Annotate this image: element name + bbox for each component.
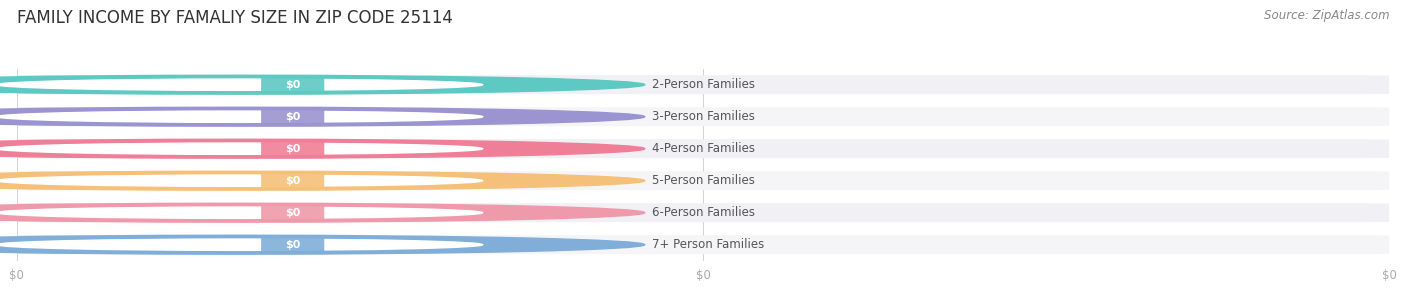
FancyBboxPatch shape: [17, 171, 1389, 190]
Circle shape: [0, 143, 482, 154]
Circle shape: [0, 111, 482, 122]
FancyBboxPatch shape: [262, 139, 325, 158]
Text: $0: $0: [285, 144, 301, 154]
Text: $0: $0: [285, 176, 301, 186]
FancyBboxPatch shape: [17, 139, 1389, 158]
Circle shape: [0, 239, 482, 250]
Text: 3-Person Families: 3-Person Families: [651, 110, 755, 123]
Circle shape: [0, 75, 645, 94]
Text: 6-Person Families: 6-Person Families: [651, 206, 755, 219]
Text: 7+ Person Families: 7+ Person Families: [651, 238, 763, 251]
Text: 5-Person Families: 5-Person Families: [651, 174, 755, 187]
Circle shape: [0, 207, 482, 218]
Text: $0: $0: [285, 80, 301, 90]
Circle shape: [0, 171, 645, 190]
Text: Source: ZipAtlas.com: Source: ZipAtlas.com: [1264, 9, 1389, 22]
FancyBboxPatch shape: [17, 139, 316, 158]
Circle shape: [0, 175, 482, 186]
FancyBboxPatch shape: [17, 235, 316, 254]
Circle shape: [0, 203, 645, 222]
FancyBboxPatch shape: [17, 203, 316, 222]
Circle shape: [0, 139, 645, 158]
Text: $0: $0: [285, 112, 301, 122]
FancyBboxPatch shape: [262, 171, 325, 190]
Circle shape: [0, 107, 645, 126]
Text: 4-Person Families: 4-Person Families: [651, 142, 755, 155]
FancyBboxPatch shape: [262, 107, 325, 126]
FancyBboxPatch shape: [17, 235, 1389, 254]
Text: $0: $0: [285, 240, 301, 250]
Text: FAMILY INCOME BY FAMALIY SIZE IN ZIP CODE 25114: FAMILY INCOME BY FAMALIY SIZE IN ZIP COD…: [17, 9, 453, 27]
FancyBboxPatch shape: [17, 107, 316, 126]
Text: 2-Person Families: 2-Person Families: [651, 78, 755, 91]
FancyBboxPatch shape: [17, 203, 1389, 222]
Circle shape: [0, 79, 482, 90]
FancyBboxPatch shape: [17, 107, 1389, 126]
FancyBboxPatch shape: [262, 235, 325, 254]
FancyBboxPatch shape: [262, 75, 325, 94]
FancyBboxPatch shape: [17, 75, 1389, 94]
FancyBboxPatch shape: [17, 75, 316, 94]
FancyBboxPatch shape: [262, 203, 325, 222]
Text: $0: $0: [285, 208, 301, 218]
FancyBboxPatch shape: [17, 171, 316, 190]
Circle shape: [0, 235, 645, 254]
